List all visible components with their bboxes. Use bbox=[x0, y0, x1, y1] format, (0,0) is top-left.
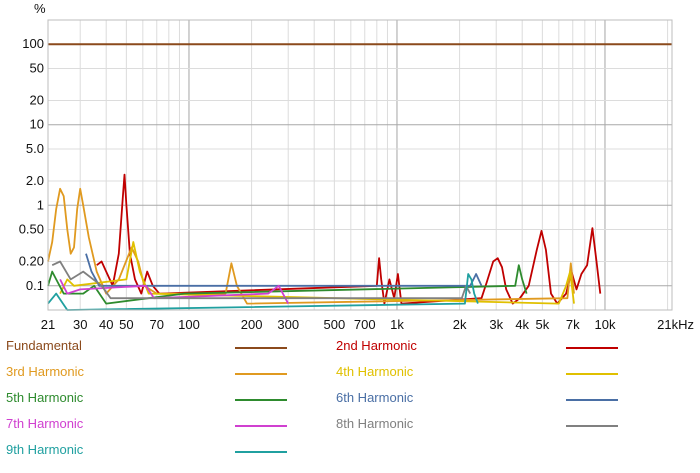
x-tick-label: 21kHz bbox=[657, 317, 694, 332]
y-tick-label: 1 bbox=[37, 197, 44, 212]
x-tick-label: 2k bbox=[453, 317, 467, 332]
x-tick-label: 21 bbox=[41, 317, 55, 332]
y-tick-label: 5.0 bbox=[26, 141, 44, 156]
series-line-6th-harmonic bbox=[85, 253, 483, 287]
legend-item: 2nd Harmonic bbox=[336, 338, 626, 358]
x-tick-label: 700 bbox=[354, 317, 376, 332]
series-lines bbox=[47, 43, 672, 311]
legend-label: 8th Harmonic bbox=[336, 416, 414, 431]
series-line-7th-harmonic bbox=[59, 278, 289, 305]
x-tick-label: 70 bbox=[150, 317, 164, 332]
grid bbox=[48, 20, 672, 310]
legend-item: 9th Harmonic bbox=[6, 442, 296, 462]
x-tick-label: 200 bbox=[241, 317, 263, 332]
x-tick-label: 50 bbox=[119, 317, 133, 332]
legend-swatch bbox=[235, 425, 287, 427]
plot-frame bbox=[47, 19, 673, 311]
legend-label: Fundamental bbox=[6, 338, 82, 353]
legend-item: 4th Harmonic bbox=[336, 364, 626, 384]
series-line-4th-harmonic bbox=[59, 241, 575, 305]
legend-item: 8th Harmonic bbox=[336, 416, 626, 436]
y-tick-label: 2.0 bbox=[26, 173, 44, 188]
series-line-9th-harmonic bbox=[47, 273, 479, 311]
legend: Fundamental 2nd Harmonic 3rd Harmonic 4th H… bbox=[0, 338, 700, 473]
x-tick-label: 7k bbox=[566, 317, 580, 332]
legend-item: 5th Harmonic bbox=[6, 390, 296, 410]
series-line-8th-harmonic bbox=[51, 260, 471, 300]
harmonics-chart: % 100 50 20 10 5.0 2.0 1 0.50 0.20 0.1 21 30 40 50 70… bbox=[19, 1, 694, 332]
series-line-5th-harmonic bbox=[47, 264, 528, 305]
y-tick-label: 0.20 bbox=[19, 254, 44, 269]
x-tick-label: 300 bbox=[277, 317, 299, 332]
legend-label: 2nd Harmonic bbox=[336, 338, 417, 353]
x-tick-label: 3k bbox=[489, 317, 503, 332]
legend-label: 5th Harmonic bbox=[6, 390, 84, 405]
legend-label: 4th Harmonic bbox=[336, 364, 414, 379]
legend-label: 6th Harmonic bbox=[336, 390, 414, 405]
y-tick-label: 10 bbox=[30, 117, 44, 132]
y-tick-label: 0.50 bbox=[19, 221, 44, 236]
legend-swatch bbox=[566, 399, 618, 401]
y-tick-label: 20 bbox=[30, 93, 44, 108]
x-tick-labels: 21 30 40 50 70 100 200 300 500 700 1k 2k 3k 4k 5k 7k 10k… bbox=[41, 317, 694, 332]
y-tick-labels: 100 50 20 10 5.0 2.0 1 0.50 0.20 0.1 bbox=[19, 36, 44, 293]
legend-swatch bbox=[566, 425, 618, 427]
y-tick-label: 100 bbox=[22, 36, 44, 51]
legend-label: 3rd Harmonic bbox=[6, 364, 85, 379]
legend-swatch bbox=[235, 399, 287, 401]
x-tick-label: 5k bbox=[535, 317, 549, 332]
y-tick-label: 50 bbox=[30, 60, 44, 75]
legend-label: 7th Harmonic bbox=[6, 416, 84, 431]
legend-label: 9th Harmonic bbox=[6, 442, 84, 457]
x-tick-label: 500 bbox=[324, 317, 346, 332]
y-tick-label: 0.1 bbox=[26, 278, 44, 293]
x-tick-label: 30 bbox=[73, 317, 87, 332]
legend-swatch bbox=[235, 347, 287, 349]
x-tick-label: 1k bbox=[390, 317, 404, 332]
x-tick-label: 4k bbox=[515, 317, 529, 332]
legend-swatch bbox=[235, 373, 287, 375]
x-tick-label: 100 bbox=[178, 317, 200, 332]
legend-swatch bbox=[566, 373, 618, 375]
legend-swatch bbox=[235, 451, 287, 453]
x-tick-label: 10k bbox=[594, 317, 615, 332]
series-line-2nd-harmonic bbox=[96, 173, 602, 305]
legend-item: Fundamental bbox=[6, 338, 296, 358]
legend-swatch bbox=[566, 347, 618, 349]
legend-item: 7th Harmonic bbox=[6, 416, 296, 436]
legend-item: 6th Harmonic bbox=[336, 390, 626, 410]
y-axis-label: % bbox=[34, 1, 46, 16]
legend-item: 3rd Harmonic bbox=[6, 364, 296, 384]
x-tick-label: 40 bbox=[99, 317, 113, 332]
